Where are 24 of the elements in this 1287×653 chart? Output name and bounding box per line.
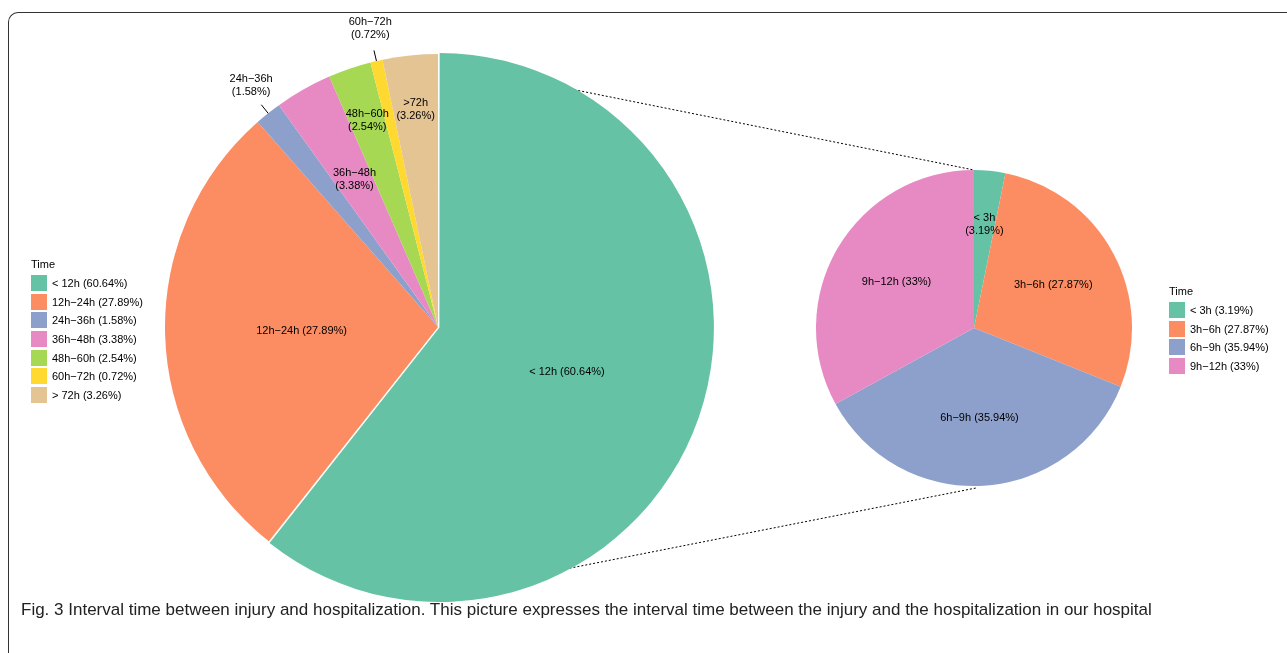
data-label: < 12h (60.64%): [529, 364, 605, 377]
legend-label: 9h−12h (33%): [1190, 360, 1260, 373]
legend-label: 6h−9h (35.94%): [1190, 341, 1269, 354]
legend-label: 24h−36h (1.58%): [52, 314, 137, 327]
legend-label: 12h−24h (27.89%): [52, 295, 143, 308]
data-label: 48h−60h (2.54%): [345, 106, 389, 132]
data-label: 24h−36h (1.58%): [229, 72, 273, 98]
legend-label: > 72h (3.26%): [52, 388, 122, 401]
data-label: 12h−24h (27.89%): [256, 323, 347, 336]
legend-label: < 3h (3.19%): [1190, 304, 1254, 317]
legend-label: 60h−72h (0.72%): [52, 370, 137, 383]
legend-title: Time: [1169, 285, 1195, 297]
legend-title: Time: [31, 258, 57, 270]
legend-label: 36h−48h (3.38%): [52, 333, 137, 346]
legend-label: 3h−6h (27.87%): [1190, 322, 1269, 335]
data-label: 6h−9h (35.94%): [940, 410, 1019, 423]
data-label: 9h−12h (33%): [861, 275, 932, 288]
caption: Fig. 3 Interval time between injury and hospitalization. This picture expresses the interval time between the injury and the hospitalization in our hospital: [21, 599, 1153, 621]
legend-label: 48h−60h (2.54%): [52, 351, 137, 364]
data-label: 3h−6h (27.87%): [1013, 278, 1093, 291]
legend-label: < 12h (60.64%): [52, 277, 128, 290]
data-label: >72h (3.26%): [396, 96, 435, 122]
data-label: 36h−48h (3.38%): [332, 166, 377, 192]
data-label: 60h−72h (0.72%): [348, 14, 392, 40]
